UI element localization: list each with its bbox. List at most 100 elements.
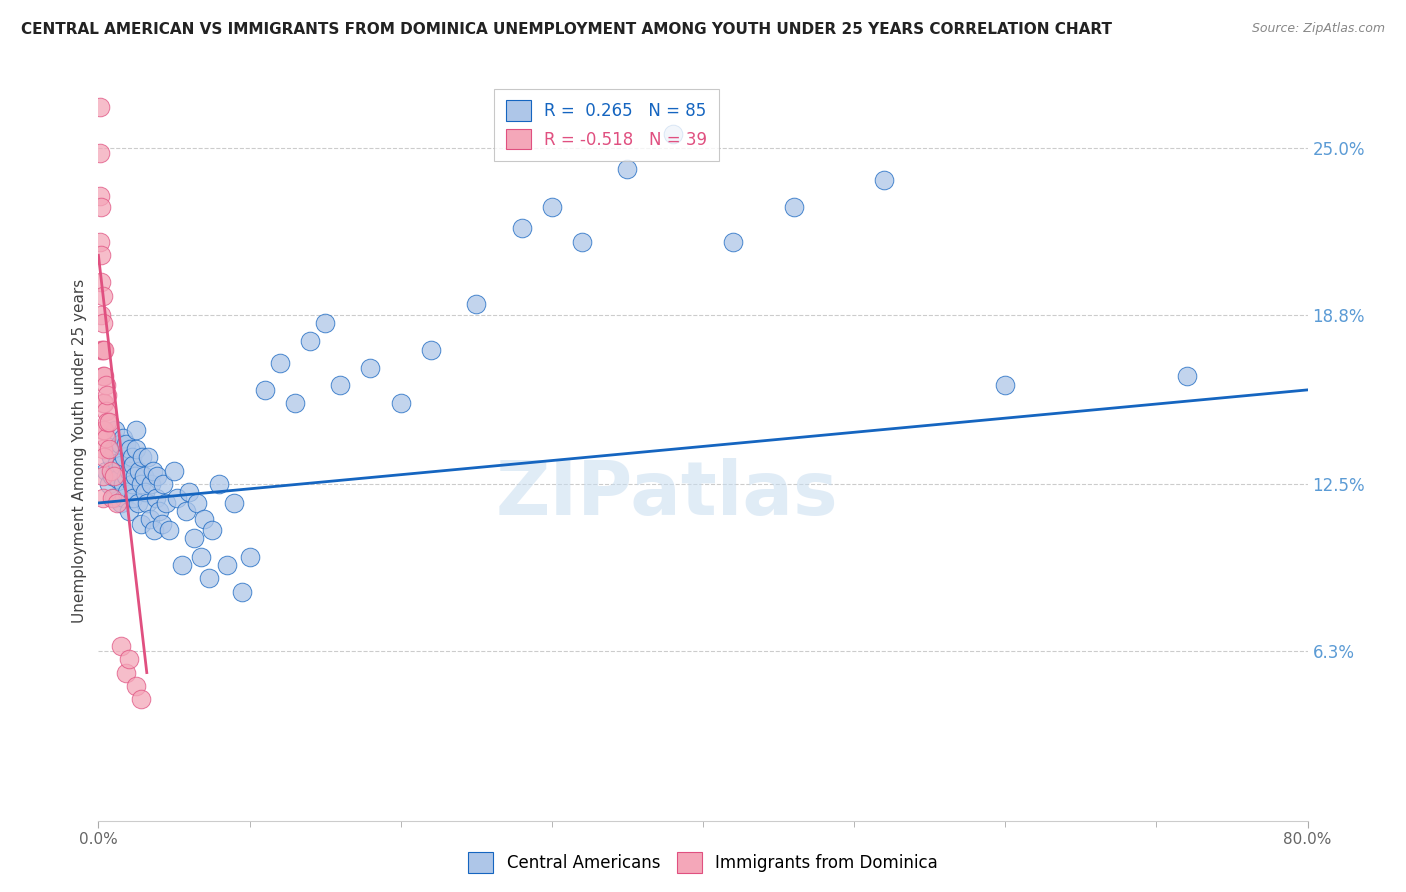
Point: [329, 377, 352, 392]
Point: [118, 464, 141, 478]
Point: [93, 343, 115, 357]
Point: [93, 423, 115, 437]
Point: [101, 469, 124, 483]
Point: [115, 485, 138, 500]
Point: [100, 464, 122, 478]
Point: [129, 692, 152, 706]
Point: [163, 464, 186, 478]
Point: [110, 496, 132, 510]
Point: [166, 491, 188, 505]
Point: [89, 100, 111, 114]
Point: [174, 504, 197, 518]
Point: [143, 523, 166, 537]
Point: [269, 356, 291, 370]
Point: [98, 442, 121, 456]
Point: [186, 496, 208, 510]
Point: [131, 450, 153, 465]
Point: [91, 343, 114, 357]
Point: [91, 369, 114, 384]
Point: [224, 496, 246, 510]
Point: [208, 477, 231, 491]
Point: [299, 334, 322, 349]
Point: [616, 162, 638, 177]
Point: [108, 436, 131, 450]
Point: [134, 485, 156, 500]
Point: [201, 523, 224, 537]
Point: [159, 523, 181, 537]
Point: [91, 288, 114, 302]
Point: [118, 504, 141, 518]
Point: [197, 571, 219, 585]
Point: [155, 496, 177, 510]
Point: [91, 423, 114, 437]
Point: [122, 458, 145, 473]
Point: [783, 200, 806, 214]
Text: ZIPatlas: ZIPatlas: [495, 458, 838, 532]
Point: [89, 235, 111, 249]
Point: [90, 275, 112, 289]
Point: [100, 450, 122, 465]
Point: [94, 431, 117, 445]
Point: [125, 679, 148, 693]
Point: [139, 512, 162, 526]
Point: [132, 469, 155, 483]
Text: Source: ZipAtlas.com: Source: ZipAtlas.com: [1251, 22, 1385, 36]
Point: [103, 469, 125, 483]
Point: [91, 442, 114, 456]
Point: [111, 477, 134, 491]
Point: [98, 415, 121, 429]
Point: [114, 469, 136, 483]
Point: [104, 423, 127, 437]
Point: [90, 200, 112, 214]
Point: [1175, 369, 1198, 384]
Point: [723, 235, 745, 249]
Point: [107, 472, 129, 486]
Y-axis label: Unemployment Among Youth under 25 years: Unemployment Among Youth under 25 years: [72, 278, 87, 623]
Point: [129, 477, 152, 491]
Point: [105, 456, 128, 470]
Point: [90, 343, 112, 357]
Point: [90, 248, 112, 262]
Point: [101, 491, 124, 505]
Point: [661, 127, 683, 141]
Point: [91, 469, 114, 483]
Point: [148, 504, 170, 518]
Point: [98, 477, 121, 491]
Point: [110, 458, 132, 473]
Point: [125, 423, 148, 437]
Point: [96, 415, 118, 429]
Point: [89, 145, 111, 160]
Point: [284, 396, 307, 410]
Point: [389, 396, 412, 410]
Point: [91, 396, 114, 410]
Point: [91, 491, 114, 505]
Point: [122, 491, 145, 505]
Point: [465, 297, 488, 311]
Point: [114, 665, 136, 680]
Point: [128, 464, 150, 478]
Point: [994, 377, 1017, 392]
Point: [110, 639, 132, 653]
Point: [96, 388, 118, 402]
Point: [152, 477, 174, 491]
Point: [420, 343, 443, 357]
Point: [179, 485, 201, 500]
Point: [103, 442, 125, 456]
Point: [571, 235, 593, 249]
Point: [183, 531, 205, 545]
Point: [121, 450, 143, 465]
Legend: R =  0.265   N = 85, R = -0.518   N = 39: R = 0.265 N = 85, R = -0.518 N = 39: [494, 88, 718, 161]
Point: [93, 450, 115, 465]
Point: [170, 558, 193, 572]
Point: [540, 200, 562, 214]
Text: CENTRAL AMERICAN VS IMMIGRANTS FROM DOMINICA UNEMPLOYMENT AMONG YOUTH UNDER 25 Y: CENTRAL AMERICAN VS IMMIGRANTS FROM DOMI…: [21, 22, 1112, 37]
Point: [136, 450, 159, 465]
Point: [105, 496, 128, 510]
Point: [91, 316, 114, 330]
Point: [231, 584, 253, 599]
Point: [94, 377, 117, 392]
Point: [120, 442, 142, 456]
Point: [93, 369, 115, 384]
Point: [93, 396, 115, 410]
Point: [90, 308, 112, 322]
